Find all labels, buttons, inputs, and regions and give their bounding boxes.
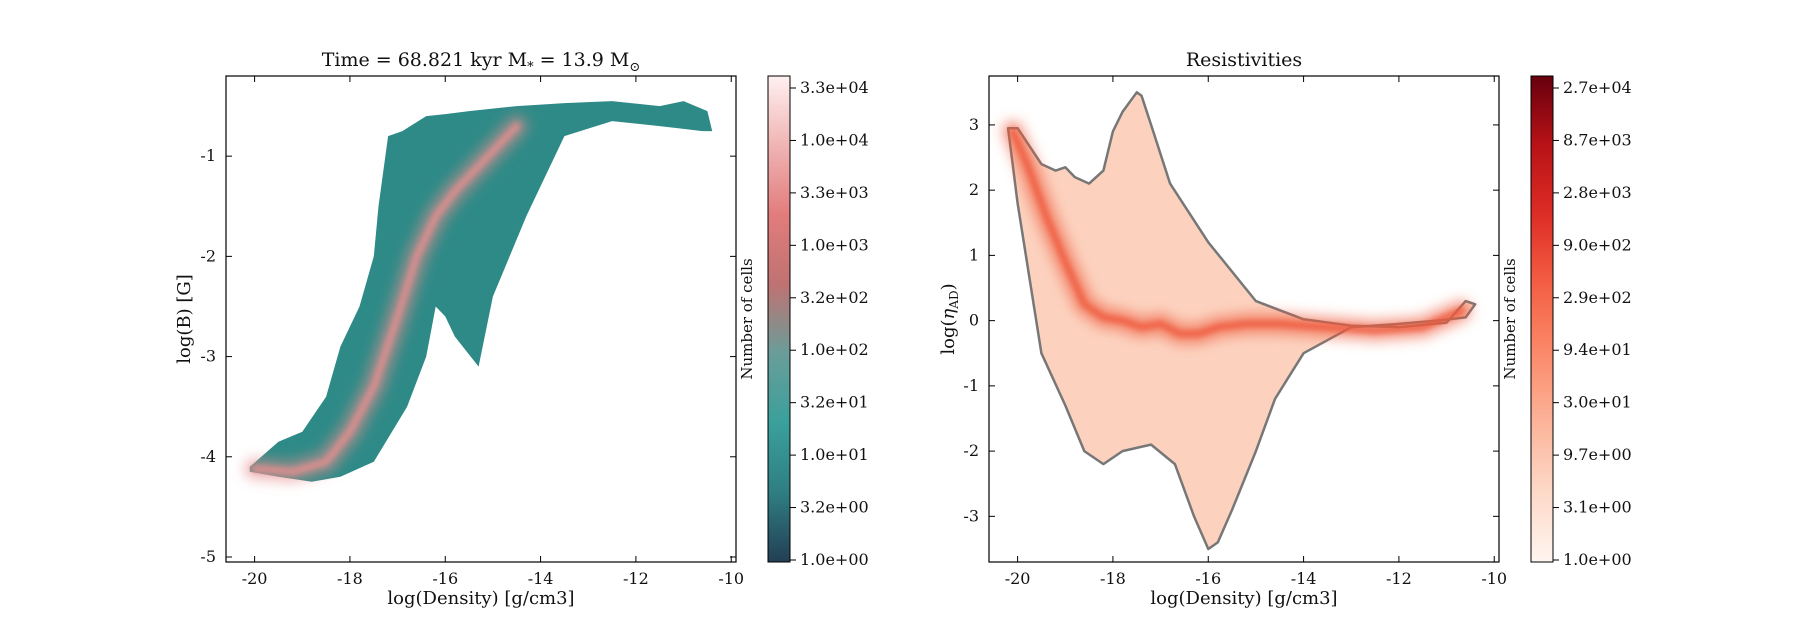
left-y-tick-label: -4 bbox=[200, 447, 216, 466]
right-colorbar-tick-label: 3.1e+00 bbox=[1563, 498, 1632, 517]
right-x-tick-label: -10 bbox=[1481, 569, 1507, 588]
right-x-tick-label: -18 bbox=[1100, 569, 1126, 588]
left-colorbar-tick-label: 1.0e+03 bbox=[800, 235, 869, 254]
left-x-tick-label: -12 bbox=[623, 569, 649, 588]
right-colorbar-tick-label: 3.0e+01 bbox=[1563, 393, 1632, 412]
left-colorbar-tick-label: 1.0e+01 bbox=[800, 445, 869, 464]
right-plot-area bbox=[1001, 91, 1477, 551]
right-colorbar-tick-label: 8.7e+03 bbox=[1563, 130, 1632, 149]
left-colorbar-tick-label: 3.3e+03 bbox=[800, 183, 869, 202]
left-density-ridge bbox=[251, 122, 521, 476]
right-colorbar bbox=[1530, 75, 1554, 563]
left-y-tick-label: -5 bbox=[200, 547, 216, 566]
left-chart-title: Time = 68.821 kyr M* = 13.9 M⊙ bbox=[322, 49, 641, 75]
right-colorbar-tick-label: 9.4e+01 bbox=[1563, 340, 1632, 359]
left-x-tick-label: -16 bbox=[432, 569, 458, 588]
left-colorbar-tick-label: 1.0e+04 bbox=[800, 130, 869, 149]
right-colorbar-tick-label: 9.0e+02 bbox=[1563, 235, 1632, 254]
right-colorbar-tick-label: 9.7e+00 bbox=[1563, 445, 1632, 464]
right-x-tick-label: -14 bbox=[1291, 569, 1317, 588]
right-y-ticks: -3 -2 -1 0 1 2 3 bbox=[963, 115, 1499, 525]
left-colorbar-tick-label: 3.2e+02 bbox=[800, 288, 869, 307]
right-colorbar-ticks: 1.0e+00 3.1e+00 9.7e+00 3.0e+01 9.4e+01 2.9e+… bbox=[1553, 78, 1632, 569]
left-x-tick-label: -10 bbox=[718, 569, 744, 588]
right-y-tick-label: -1 bbox=[963, 376, 979, 395]
left-y-tick-label: -2 bbox=[200, 246, 216, 265]
left-x-tick-label: -18 bbox=[337, 569, 363, 588]
right-y-tick-label: -2 bbox=[963, 441, 979, 460]
left-colorbar-tick-label: 3.3e+04 bbox=[800, 78, 869, 97]
left-colorbar-ticks: 1.0e+00 3.2e+00 1.0e+01 3.2e+01 1.0e+02 3.2e+… bbox=[790, 78, 869, 569]
left-colorbar-tick-label: 3.2e+01 bbox=[800, 393, 869, 412]
right-x-tick-label: -20 bbox=[1005, 569, 1031, 588]
right-colorbar-tick-label: 1.0e+00 bbox=[1563, 550, 1632, 569]
left-colorbar-tick-label: 1.0e+02 bbox=[800, 340, 869, 359]
left-panel: Time = 68.821 kyr M* = 13.9 M⊙ -20 -18 -16… bbox=[174, 49, 869, 609]
left-y-tick-label: -3 bbox=[200, 347, 216, 366]
left-plot-area bbox=[243, 101, 713, 483]
right-axes-frame bbox=[988, 75, 1500, 563]
left-y-tick-label: -1 bbox=[200, 146, 216, 165]
right-density-ridge bbox=[1009, 127, 1465, 338]
left-y-ticks: -5 -4 -3 -2 -1 bbox=[200, 146, 736, 566]
right-x-tick-label: -12 bbox=[1386, 569, 1412, 588]
left-axes-frame bbox=[225, 75, 737, 563]
left-colorbar bbox=[767, 75, 791, 563]
right-y-axis-label: log(ηAD) bbox=[938, 283, 961, 354]
right-colorbar-tick-label: 2.8e+03 bbox=[1563, 183, 1632, 202]
left-colorbar-label: Number of cells bbox=[738, 258, 756, 379]
right-colorbar-label: Number of cells bbox=[1501, 258, 1519, 379]
left-colorbar-tick-label: 1.0e+00 bbox=[800, 550, 869, 569]
right-colorbar-tick-label: 2.9e+02 bbox=[1563, 288, 1632, 307]
right-y-tick-label: 0 bbox=[969, 311, 979, 330]
right-colorbar-tick-label: 2.7e+04 bbox=[1563, 78, 1632, 97]
right-y-tick-label: 1 bbox=[969, 245, 979, 264]
right-x-tick-label: -16 bbox=[1195, 569, 1221, 588]
left-x-ticks: -20 -18 -16 -14 -12 -10 bbox=[242, 76, 744, 588]
left-colorbar-tick-label: 3.2e+00 bbox=[800, 498, 869, 517]
right-y-tick-label: 3 bbox=[969, 115, 979, 134]
right-y-tick-label: 2 bbox=[969, 180, 979, 199]
right-chart-title: Resistivities bbox=[1186, 49, 1302, 71]
right-y-tick-label: -3 bbox=[963, 506, 979, 525]
right-x-axis-label: log(Density) [g/cm3] bbox=[1150, 588, 1337, 609]
right-x-ticks: -20 -18 -16 -14 -12 -10 bbox=[1005, 76, 1507, 588]
left-x-axis-label: log(Density) [g/cm3] bbox=[387, 588, 574, 609]
left-y-axis-label: log(B) [G] bbox=[174, 274, 195, 364]
left-x-tick-label: -14 bbox=[528, 569, 554, 588]
left-x-tick-label: -20 bbox=[242, 569, 268, 588]
right-panel: Resistivities -20 -18 -16 -14 -12 -10 -3-2-10… bbox=[938, 49, 1632, 609]
